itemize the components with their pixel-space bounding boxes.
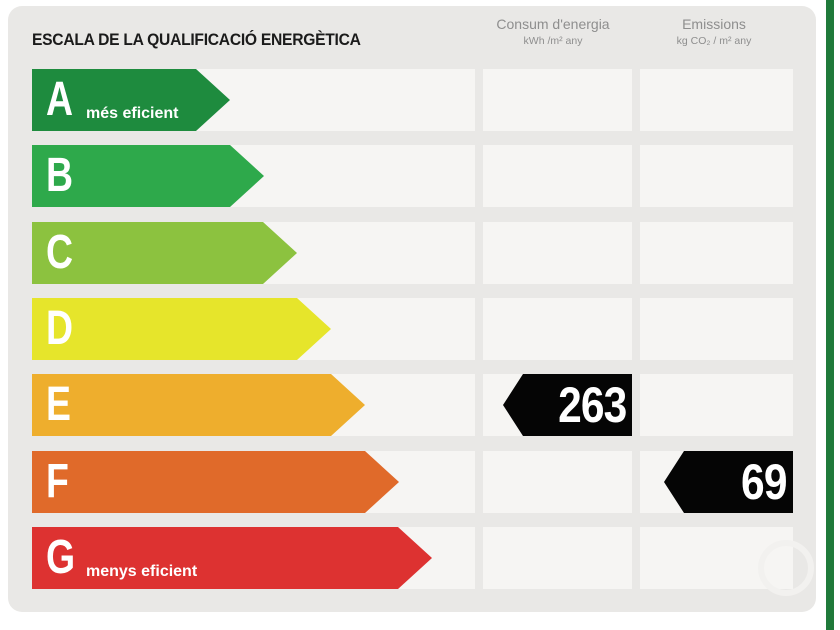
- emissions-column-unit: kg CO₂ / m² any: [676, 35, 752, 48]
- emissions-value-indicator: 69: [664, 451, 793, 513]
- consum-value: 263: [557, 377, 627, 433]
- rating-bar-b: B: [32, 145, 264, 207]
- watermark-logo: [758, 540, 814, 596]
- consum-column-header: Consum d'energia kWh /m² any: [478, 16, 628, 47]
- rating-letter: E: [46, 378, 71, 431]
- rating-bar-c: C: [32, 222, 297, 284]
- rating-letter: B: [46, 149, 74, 202]
- emissions-cell-b: [640, 145, 793, 207]
- consum-cell-c: [483, 222, 632, 284]
- consum-cell-a: [483, 69, 632, 131]
- emissions-column-label: Emissions: [682, 16, 746, 32]
- consum-column-label: Consum d'energia: [496, 16, 610, 32]
- rating-letter: A: [46, 73, 74, 126]
- scale-title: ESCALA DE LA QUALIFICACIÓ ENERGÈTICA: [32, 30, 361, 49]
- consum-cell-b: [483, 145, 632, 207]
- rating-bar-f: F: [32, 451, 399, 513]
- emissions-cell-a: [640, 69, 793, 131]
- rating-letter: G: [46, 531, 76, 584]
- consum-cell-f: [483, 451, 632, 513]
- consum-cell-g: [483, 527, 632, 589]
- rating-letter: C: [46, 226, 74, 279]
- consum-value-indicator: 263: [503, 374, 632, 436]
- rating-sublabel: més eficient: [86, 105, 179, 122]
- emissions-value: 69: [741, 454, 787, 510]
- rating-letter: F: [46, 455, 69, 508]
- rating-letter: D: [46, 302, 74, 355]
- emissions-cell-d: [640, 298, 793, 360]
- consum-column-unit: kWh /m² any: [523, 35, 583, 48]
- rating-bar-d: D: [32, 298, 331, 360]
- right-edge-strip: [826, 0, 834, 630]
- emissions-cell-e: [640, 374, 793, 436]
- rating-bar-e: E: [32, 374, 365, 436]
- rating-sublabel: menys eficient: [86, 563, 198, 580]
- consum-cell-d: [483, 298, 632, 360]
- emissions-cell-c: [640, 222, 793, 284]
- emissions-column-header: Emissions kg CO₂ / m² any: [636, 16, 792, 47]
